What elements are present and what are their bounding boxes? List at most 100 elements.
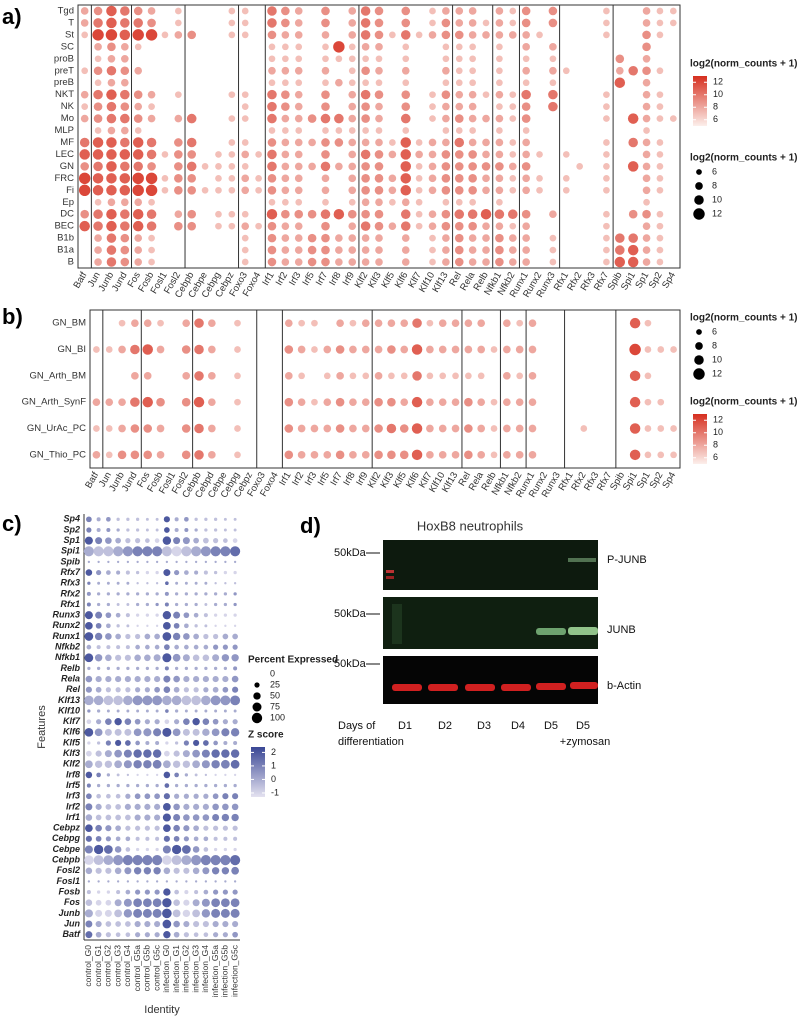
- dot: [96, 709, 101, 713]
- dot: [125, 538, 131, 544]
- dot: [233, 528, 237, 532]
- dot: [615, 54, 625, 64]
- dot: [106, 645, 111, 650]
- dot: [105, 921, 112, 927]
- row-label: B1a: [57, 245, 75, 256]
- dot: [241, 139, 249, 146]
- dot: [233, 666, 238, 671]
- dot: [465, 372, 472, 380]
- dot: [174, 719, 180, 725]
- dot: [670, 425, 677, 432]
- dot: [181, 424, 191, 433]
- dot: [521, 162, 531, 171]
- dot: [144, 920, 151, 928]
- dot: [130, 424, 140, 433]
- dot: [348, 138, 357, 147]
- dot: [96, 592, 101, 596]
- dot: [200, 546, 211, 557]
- dot: [208, 345, 216, 354]
- dot: [401, 6, 411, 16]
- dot: [105, 346, 113, 353]
- dot: [173, 686, 180, 693]
- row-label: Nfkb1: [55, 652, 80, 662]
- dot: [223, 709, 227, 713]
- dot: [154, 825, 160, 831]
- dot: [528, 345, 537, 354]
- dot: [182, 319, 191, 327]
- dot: [165, 709, 169, 713]
- dot: [603, 175, 610, 182]
- dot: [144, 633, 151, 640]
- dot: [629, 449, 641, 461]
- dot: [94, 43, 102, 51]
- dot: [183, 793, 189, 799]
- dot: [323, 424, 332, 433]
- dot: [118, 424, 126, 433]
- dot: [126, 773, 130, 777]
- dot: [194, 880, 198, 883]
- dot: [92, 173, 104, 184]
- dot: [426, 398, 434, 406]
- dot: [268, 55, 276, 63]
- dot: [233, 582, 237, 585]
- dot: [375, 234, 383, 242]
- dot: [186, 113, 197, 124]
- dot: [155, 740, 160, 745]
- column-label: infection_G5a: [210, 945, 220, 998]
- dot: [143, 760, 152, 769]
- dot: [105, 687, 111, 693]
- dot: [228, 19, 236, 27]
- dot: [231, 675, 239, 683]
- dot: [156, 345, 165, 354]
- row-label: Cebpb: [52, 855, 81, 865]
- dot: [349, 451, 357, 459]
- dot: [281, 90, 290, 99]
- dot: [282, 43, 289, 51]
- dot: [79, 137, 90, 148]
- dot: [375, 102, 383, 111]
- dot: [106, 113, 117, 124]
- legend-title: log2(norm_counts + 1): [690, 59, 798, 70]
- dot: [120, 161, 130, 172]
- dot: [87, 560, 91, 564]
- lane-label: D3: [477, 720, 491, 732]
- dot: [455, 79, 463, 87]
- dot: [156, 424, 165, 433]
- dot: [230, 749, 240, 758]
- dot: [221, 898, 230, 908]
- dot: [360, 30, 371, 40]
- dot: [221, 654, 230, 662]
- dot: [147, 162, 156, 171]
- dot: [116, 592, 120, 596]
- dot: [281, 138, 290, 147]
- dot: [267, 186, 277, 195]
- dot: [125, 825, 131, 831]
- dot: [232, 889, 238, 895]
- dot: [144, 814, 151, 821]
- dot: [234, 319, 241, 327]
- dot: [281, 150, 290, 159]
- dot: [136, 709, 140, 713]
- dot: [94, 654, 103, 662]
- dot: [477, 451, 486, 459]
- dot: [86, 527, 92, 533]
- legend-dot: [693, 208, 705, 220]
- dot: [415, 175, 423, 182]
- dot: [184, 783, 189, 788]
- dot: [281, 234, 290, 242]
- dot: [84, 653, 94, 663]
- dot: [126, 624, 130, 628]
- dot: [194, 783, 198, 788]
- dot: [106, 5, 117, 17]
- dot: [469, 127, 476, 134]
- dot: [174, 644, 179, 650]
- dot: [94, 760, 103, 768]
- row-label: Nfkb2: [55, 642, 80, 652]
- dot: [212, 654, 220, 662]
- dot: [387, 319, 396, 327]
- dot: [521, 6, 531, 16]
- dot: [125, 645, 130, 650]
- row-label: Batf: [63, 929, 82, 939]
- dot: [468, 174, 477, 183]
- dot: [201, 749, 210, 758]
